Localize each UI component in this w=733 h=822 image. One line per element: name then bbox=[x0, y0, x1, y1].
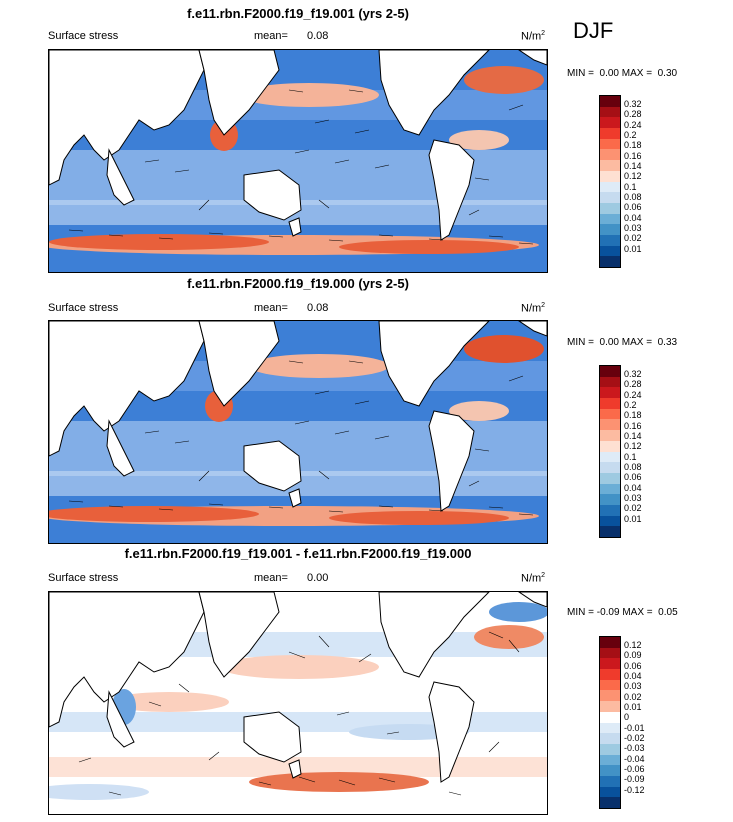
panel-1-colorbar-ticks: 0.32 0.28 0.24 0.2 0.18 0.16 0.14 0.12 0.1 0.… bbox=[624, 99, 642, 254]
panel-1-mean-value: 0.08 bbox=[307, 30, 329, 42]
panel-3-units: N/m2 bbox=[521, 572, 546, 585]
season-label: DJF bbox=[573, 18, 614, 43]
panel-2-colorbar bbox=[599, 365, 621, 538]
panel-3-colorbar-ticks: 0.12 0.09 0.06 0.04 0.03 0.02 0.01 0 -0.01 -0… bbox=[624, 640, 645, 795]
panel-3-variable: Surface stress bbox=[48, 572, 119, 584]
panel-3-mean-label: mean= bbox=[254, 572, 288, 584]
panel-2-title: f.e11.rbn.F2000.f19_f19.000 (yrs 2-5) bbox=[187, 276, 409, 291]
panel-1-units: N/m2 bbox=[521, 30, 546, 43]
panel-3-map bbox=[48, 591, 548, 815]
panel-1-title: f.e11.rbn.F2000.f19_f19.001 (yrs 2-5) bbox=[187, 6, 409, 21]
panel-1-variable: Surface stress bbox=[48, 30, 119, 42]
panel-2-mean-label: mean= bbox=[254, 302, 288, 314]
panel-2-map bbox=[48, 320, 548, 544]
panel-1-minmax: MIN = 0.00 MAX = 0.30 bbox=[567, 68, 678, 79]
panel-1-map bbox=[48, 49, 548, 273]
panel-1-colorbar bbox=[599, 95, 621, 268]
panel-2-minmax: MIN = 0.00 MAX = 0.33 bbox=[567, 337, 678, 348]
panel-1-mean-label: mean= bbox=[254, 30, 288, 42]
panel-2-variable: Surface stress bbox=[48, 302, 119, 314]
panel-2-colorbar-ticks: 0.32 0.28 0.24 0.2 0.18 0.16 0.14 0.12 0.1 0.… bbox=[624, 369, 642, 524]
panel-3-minmax: MIN = -0.09 MAX = 0.05 bbox=[567, 607, 678, 618]
panel-2-mean-value: 0.08 bbox=[307, 302, 329, 314]
panel-3-title: f.e11.rbn.F2000.f19_f19.001 - f.e11.rbn.… bbox=[124, 546, 472, 561]
panel-3-colorbar bbox=[599, 636, 621, 809]
panel-2-units: N/m2 bbox=[521, 302, 546, 315]
panel-3-mean-value: 0.00 bbox=[307, 572, 329, 584]
